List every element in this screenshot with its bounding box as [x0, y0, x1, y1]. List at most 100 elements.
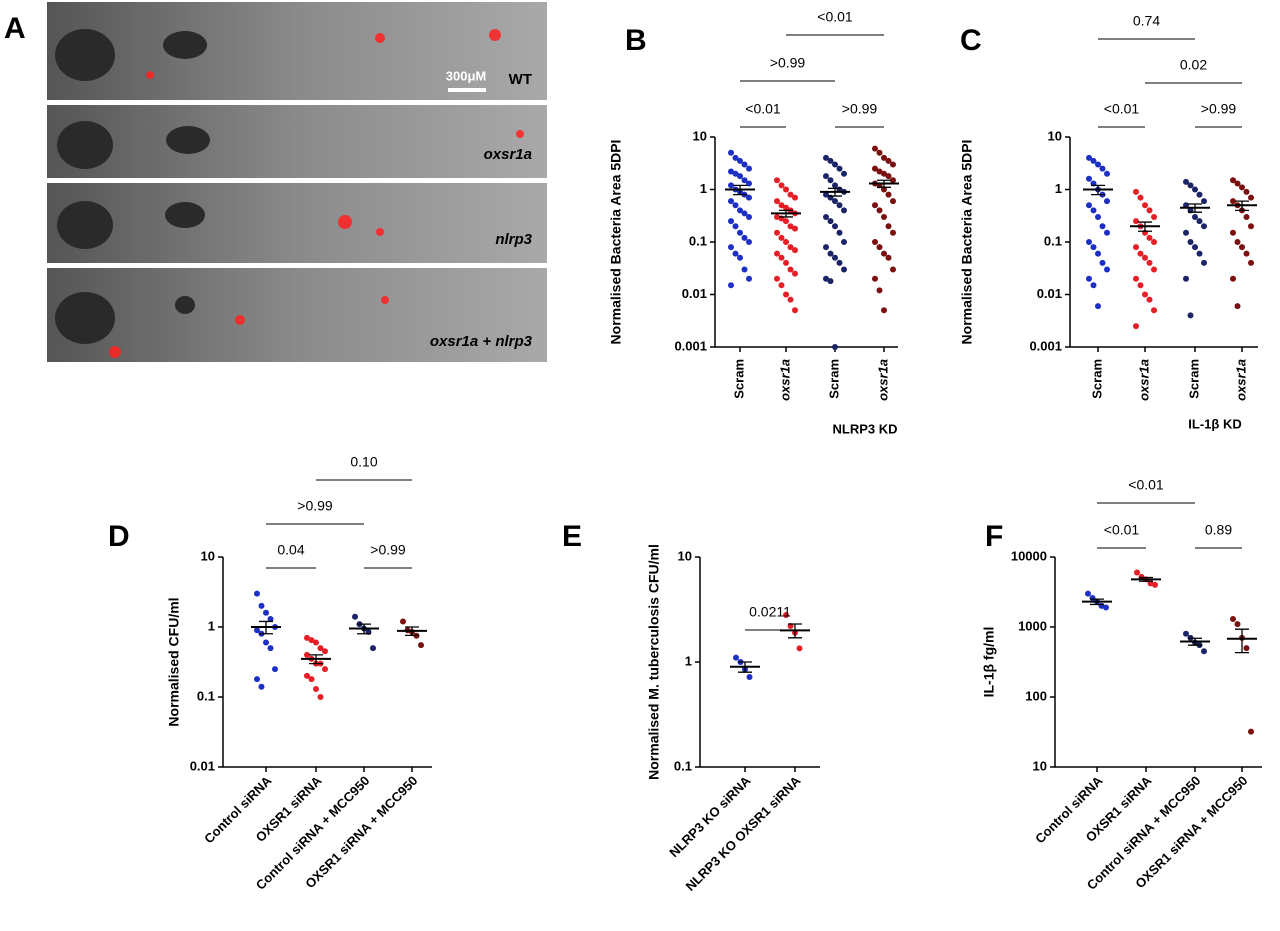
data-point: [1090, 244, 1097, 251]
data-point: [1243, 188, 1250, 195]
data-point: [1201, 223, 1207, 230]
y-tick-label: 0.1: [674, 758, 692, 773]
y-tick-label: 0.001: [674, 338, 707, 353]
data-point: [258, 683, 265, 690]
p-value: <0.01: [1104, 522, 1140, 538]
chart-panel: E Normalised M. tuberculosis CFU/ml 0.1 1 10…: [562, 520, 820, 894]
data-point: [890, 198, 896, 205]
data-point: [728, 198, 734, 205]
data-point: [881, 250, 887, 257]
data-point: [254, 676, 260, 683]
data-point: [1230, 177, 1236, 184]
data-point: [876, 149, 883, 156]
data-point: [881, 307, 887, 314]
data-point: [783, 239, 789, 245]
y-tick-label: 10: [678, 548, 692, 563]
data-point: [792, 270, 798, 277]
y-axis-label: IL-1β fg/ml: [981, 627, 997, 698]
data-point: [1095, 250, 1101, 257]
data-point: [263, 639, 269, 646]
data-point: [823, 191, 829, 198]
y-tick-label: 10: [693, 128, 707, 143]
data-point: [737, 207, 743, 214]
data-point: [263, 609, 269, 616]
data-point: [322, 648, 328, 655]
data-point: [1086, 175, 1092, 182]
fish-label: nlrp3: [495, 231, 532, 248]
data-point: [746, 673, 753, 680]
data-point: [1248, 194, 1254, 201]
data-point: [267, 645, 274, 652]
x-tick-label: Scram: [731, 359, 746, 399]
y-tick-label: 0.01: [1037, 286, 1062, 301]
data-point: [841, 239, 847, 245]
p-value: >0.99: [297, 498, 333, 514]
data-point: [1137, 250, 1144, 257]
y-axis-label: Normalised CFU/ml: [166, 597, 182, 726]
data-point: [1099, 223, 1106, 230]
data-point: [1196, 191, 1203, 198]
data-point: [1085, 590, 1091, 597]
data-point: [1243, 213, 1250, 220]
data-point: [1133, 323, 1139, 330]
data-point: [1146, 207, 1153, 214]
p-value: 0.10: [350, 454, 377, 470]
group-label: IL-1β KD: [1188, 416, 1241, 431]
data-point: [304, 651, 310, 658]
data-point: [1146, 234, 1153, 241]
data-point: [787, 296, 794, 303]
error-bar: [1188, 637, 1202, 646]
x-tick-label: Scram: [826, 359, 841, 399]
y-tick-label: 0.01: [682, 286, 707, 301]
panel-letter: D: [108, 520, 130, 553]
data-point: [741, 161, 748, 168]
data-point: [841, 266, 847, 273]
data-point: [267, 616, 274, 623]
data-point: [1239, 244, 1245, 251]
x-tick-label: Scram: [1089, 359, 1104, 399]
y-tick-label: 1: [208, 618, 215, 633]
fish-image: [47, 2, 547, 100]
data-point: [746, 165, 752, 172]
fish-image: [47, 183, 547, 263]
data-point: [787, 223, 794, 230]
y-tick-label: 10: [1048, 128, 1062, 143]
data-point: [1183, 229, 1189, 236]
data-point: [885, 191, 892, 198]
error-bar: [1138, 221, 1152, 232]
data-point: [1243, 250, 1250, 257]
data-point: [841, 170, 847, 177]
p-value: 0.04: [277, 542, 304, 558]
y-tick-label: 0.01: [190, 758, 215, 773]
data-point: [1234, 180, 1241, 187]
y-tick-label: 10000: [1011, 548, 1047, 563]
x-tick-label: oxsr1a: [777, 359, 792, 401]
p-value: >0.99: [770, 55, 806, 71]
data-point: [1133, 244, 1139, 251]
p-value: <0.01: [817, 9, 853, 25]
data-point: [832, 344, 838, 350]
data-point: [1151, 266, 1157, 273]
data-point: [1183, 178, 1189, 185]
panel-letter: C: [960, 24, 982, 57]
data-point: [890, 177, 896, 184]
p-value: >0.99: [1201, 101, 1237, 117]
fish-image: [47, 268, 547, 362]
data-point: [728, 168, 734, 175]
y-tick-label: 0.1: [1044, 233, 1062, 248]
data-point: [1151, 239, 1157, 245]
data-point: [792, 225, 798, 232]
panel-letter: B: [625, 24, 647, 57]
data-point: [1099, 259, 1106, 266]
data-point: [732, 202, 739, 209]
p-value: <0.01: [1128, 477, 1164, 493]
y-tick-label: 0.1: [197, 688, 215, 703]
data-point: [1086, 202, 1092, 209]
error-bar: [405, 626, 419, 636]
data-point: [787, 266, 794, 273]
data-point: [732, 223, 739, 230]
data-point: [1133, 188, 1139, 195]
fish-label: oxsr1a + nlrp3: [430, 333, 533, 350]
data-point: [418, 642, 424, 649]
fish-heads: [55, 29, 210, 344]
